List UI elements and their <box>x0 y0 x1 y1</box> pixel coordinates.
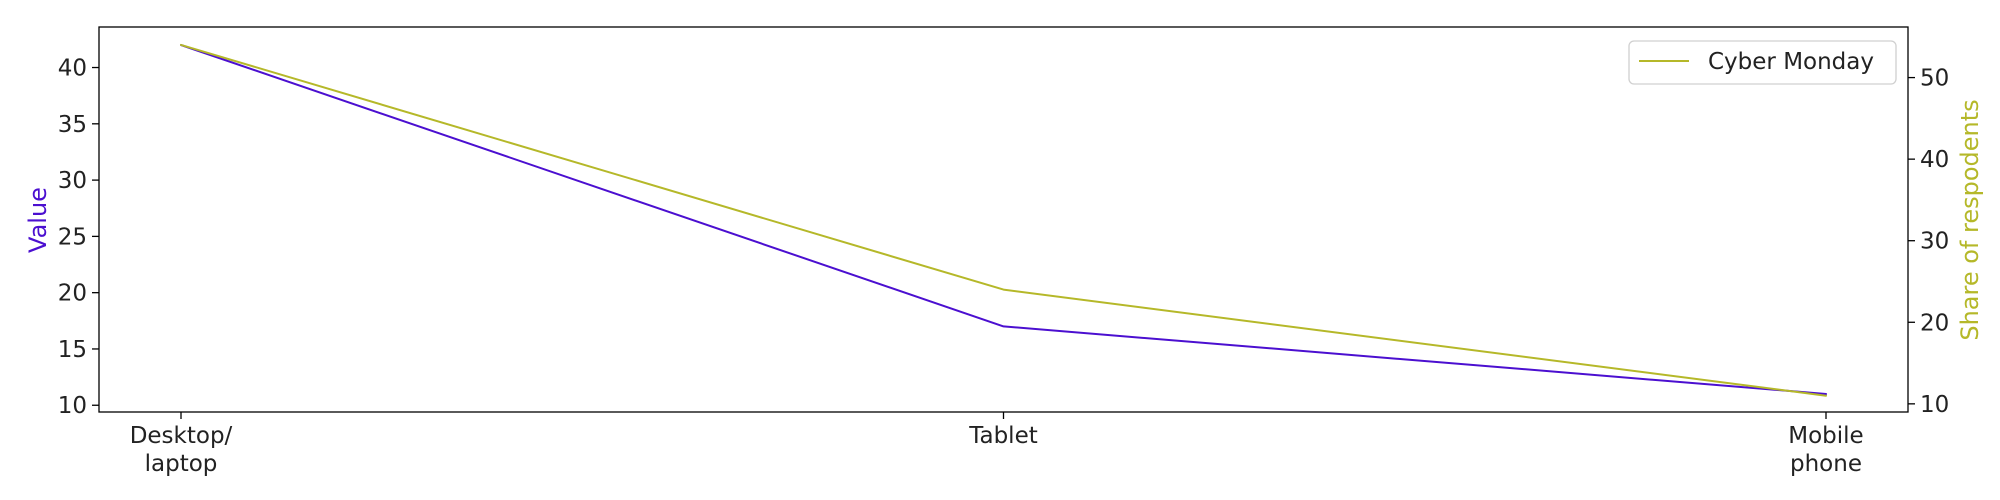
x-tick-label: Tablet <box>968 423 1038 449</box>
legend-box <box>1628 40 1897 85</box>
x-tick-label: Mobile phone <box>1788 423 1863 477</box>
y-right-tick-label: 50 <box>1920 66 1949 92</box>
series-layer <box>180 43 1827 397</box>
y-left-tick-label: 15 <box>58 337 87 363</box>
series-line-value <box>180 44 1827 395</box>
legend-label-cyber-monday: Cyber Monday <box>1708 49 1874 75</box>
y-axis-left-title: Value <box>24 187 52 253</box>
y-left-tick-label: 40 <box>58 56 87 82</box>
series-line-cyber-monday <box>180 43 1827 397</box>
y-axis-right: 10 20 30 40 50 <box>1908 66 1949 418</box>
y-right-tick-label: 40 <box>1920 147 1949 173</box>
y-right-tick-label: 30 <box>1920 229 1949 255</box>
y-right-tick-label: 10 <box>1920 392 1949 418</box>
y-axis-left: 10 15 20 25 30 35 40 <box>58 56 99 419</box>
y-left-tick-label: 20 <box>58 281 87 307</box>
y-axis-right-title: Share of respodents <box>1956 99 1984 340</box>
x-axis: Desktop/laptop Tablet Mobile phone <box>130 412 1864 477</box>
y-left-tick-label: 25 <box>58 224 87 250</box>
y-left-tick-label: 10 <box>58 393 87 419</box>
y-left-tick-label: 30 <box>58 168 87 194</box>
x-tick-label: Desktop/laptop <box>130 423 233 477</box>
y-left-tick-label: 35 <box>58 112 87 138</box>
legend: Cyber Monday <box>1628 40 1897 85</box>
y-right-tick-label: 20 <box>1920 310 1949 336</box>
plot-area <box>98 26 1909 413</box>
